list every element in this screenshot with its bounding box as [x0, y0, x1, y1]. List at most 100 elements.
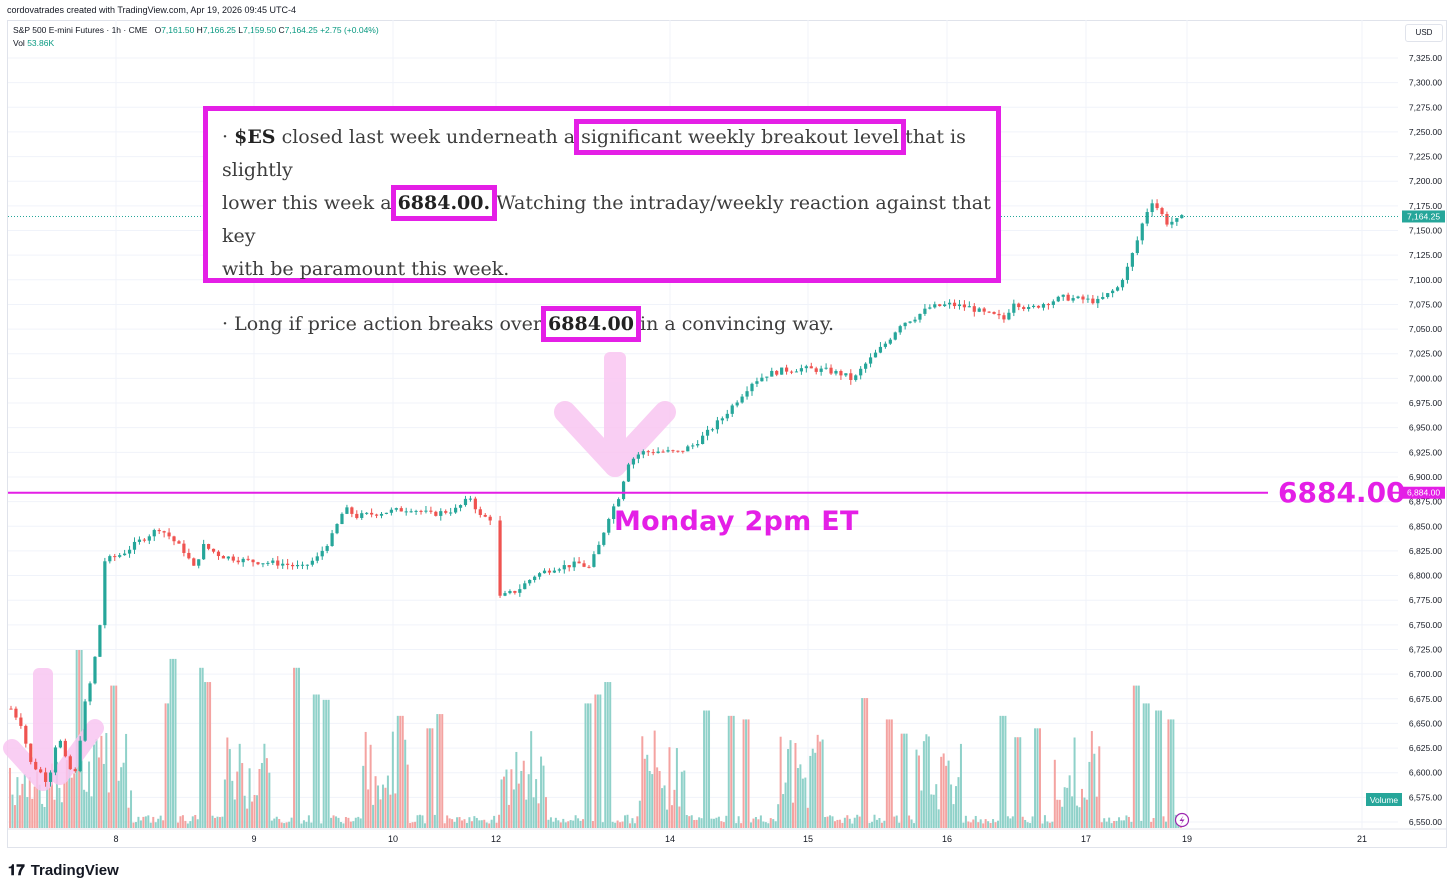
volume-bar [841, 822, 844, 828]
volume-bar [821, 739, 824, 828]
candle-body [1022, 307, 1026, 310]
price-tick-label: 6,600.00 [1409, 768, 1442, 778]
volume-bar [987, 821, 990, 828]
volume-bar [705, 710, 708, 828]
note-line: with be paramount this week. [222, 258, 510, 280]
volume-bar [468, 817, 471, 828]
candle-body [266, 562, 270, 564]
volume-bar [9, 767, 11, 828]
volume-bar [994, 822, 997, 828]
price-tick-label: 7,000.00 [1409, 373, 1442, 383]
volume-bar [295, 667, 298, 828]
volume-bar [310, 822, 313, 828]
volume-bar [31, 798, 34, 828]
candle-body [513, 590, 517, 593]
candle-body [157, 530, 161, 532]
candle-body [439, 511, 443, 516]
volume-bar [288, 821, 291, 828]
volume-bar [1061, 806, 1064, 828]
volume-bar [725, 815, 728, 828]
volume-bar [1006, 816, 1009, 828]
candle-body [666, 450, 670, 452]
volume-bar [302, 820, 305, 828]
volume-bar [85, 791, 88, 828]
volume-bar [1150, 821, 1153, 828]
volume-bar [102, 763, 105, 828]
candle-body [1066, 294, 1070, 301]
price-tick-label: 6,550.00 [1409, 817, 1442, 827]
volume-bar [1155, 710, 1158, 828]
currency-button[interactable]: USD [1405, 24, 1443, 42]
candle-body [478, 509, 482, 515]
volume-bar [1090, 731, 1093, 828]
volume-tag [1366, 793, 1402, 806]
volume-bar [1095, 796, 1098, 828]
volume-bar [1140, 820, 1143, 828]
candle-body [350, 507, 354, 514]
volume-bar [787, 749, 790, 828]
volume-bar [1024, 819, 1027, 828]
candle-body [607, 519, 611, 533]
volume-bar [23, 774, 26, 828]
candle-body [142, 539, 146, 541]
candle-body [404, 511, 408, 513]
volume-bar [60, 802, 63, 828]
volume-bar [708, 710, 711, 828]
volume-bar [335, 816, 338, 828]
volume-bar [144, 816, 147, 828]
time-tick-label: 15 [803, 834, 813, 844]
candle-body [888, 339, 892, 344]
price-tick-label: 6,700.00 [1409, 669, 1442, 679]
candle-body [271, 560, 275, 563]
volume-bar [668, 747, 671, 828]
volume-bar [33, 786, 36, 828]
volume-bar [179, 816, 182, 828]
price-tick-label: 7,225.00 [1409, 152, 1442, 162]
volume-bar [419, 814, 422, 828]
volume-bar [11, 794, 14, 828]
candle-body [207, 544, 211, 549]
candle-body [202, 544, 206, 560]
volume-bar [836, 819, 839, 828]
volume-bar [690, 815, 693, 828]
volume-bar [50, 763, 53, 828]
lightning-icon[interactable] [1174, 812, 1190, 828]
volume-bar [614, 822, 617, 828]
volume-bar [73, 773, 76, 828]
volume-bar [621, 821, 624, 828]
price-tick-label: 7,325.00 [1409, 53, 1442, 63]
tradingview-logo[interactable]: 𝟏𝟕 TradingView [8, 862, 119, 879]
price-tick-label: 7,050.00 [1409, 324, 1442, 334]
volume-bar [868, 823, 871, 828]
volume-bar [241, 763, 244, 828]
vol-label[interactable]: Vol [13, 38, 25, 48]
volume-bar [527, 774, 530, 828]
symbol-name[interactable]: S&P 500 E-mini Futures · 1h · CME [13, 25, 148, 35]
volume-bar [596, 694, 599, 828]
volume-bar [1078, 807, 1081, 828]
volume-bar [648, 771, 651, 828]
volume-bar [300, 823, 303, 828]
candle-body [1096, 298, 1100, 304]
volume-bar [465, 822, 468, 828]
volume-bar [1167, 719, 1170, 828]
volume-bar [641, 736, 644, 828]
price-tick-label: 6,825.00 [1409, 546, 1442, 556]
high-value: 7,166.25 [202, 25, 236, 35]
volume-bar [977, 822, 980, 828]
volume-bar [772, 819, 775, 828]
volume-bar [112, 685, 115, 828]
volume-bar [194, 814, 197, 828]
volume-bar [789, 740, 792, 828]
candle-body [1160, 208, 1164, 215]
volume-bar [441, 714, 444, 828]
volume-bar [670, 805, 673, 828]
volume-bar [522, 760, 525, 828]
price-tick-label: 7,125.00 [1409, 250, 1442, 260]
candle-body [1036, 305, 1041, 308]
volume-bar [913, 823, 916, 828]
volume-bar [223, 779, 226, 828]
volume-bar [1071, 796, 1074, 828]
volume-bar [710, 818, 713, 828]
volume-bar [184, 820, 187, 828]
